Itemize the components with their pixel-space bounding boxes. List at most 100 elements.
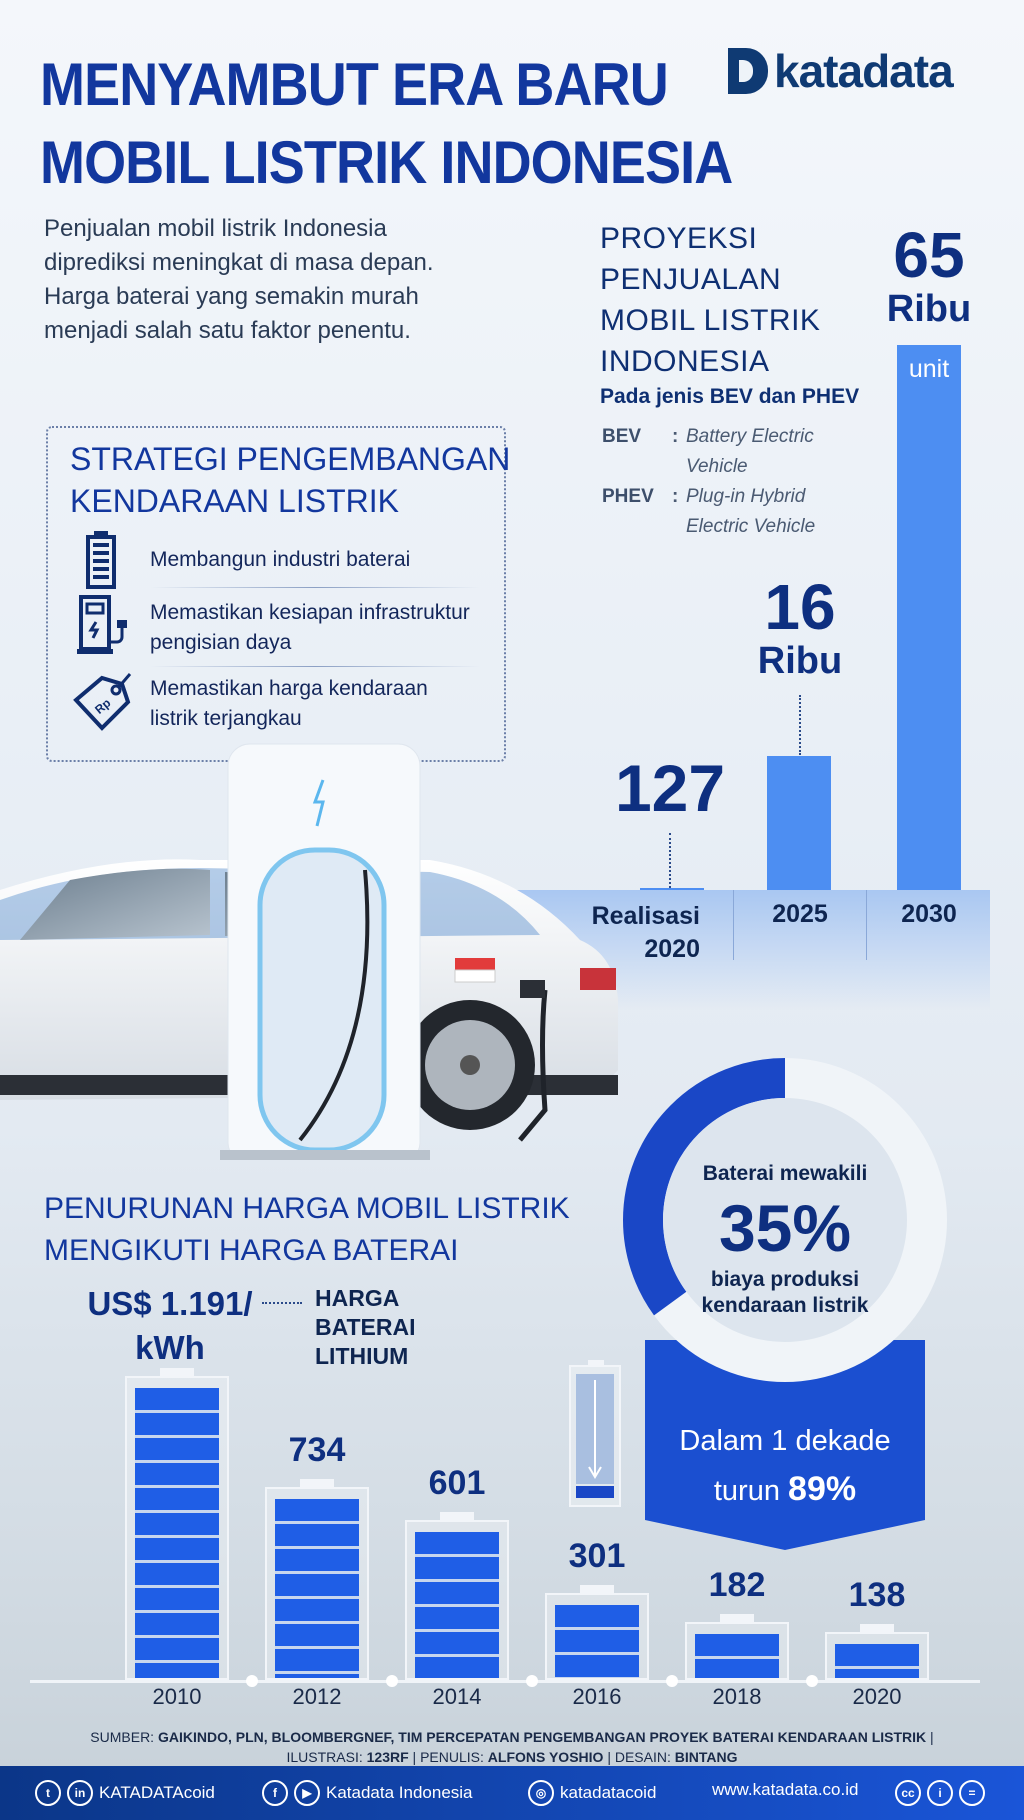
def-value: Plug-in Hybrid Electric Vehicle <box>686 486 816 537</box>
baseline <box>30 1680 980 1683</box>
share-line-1: Baterai mewakili <box>702 1162 868 1185</box>
no-derivatives-icon: = <box>959 1780 985 1806</box>
baseline-dot <box>666 1675 678 1687</box>
share-line-3: kendaraan listrik <box>701 1294 869 1317</box>
year-label: 2020 <box>852 1684 902 1709</box>
strategy-heading: STRATEGI PENGEMBANGAN KENDARAAN LISTRIK <box>70 438 510 522</box>
source-line-2: ILUSTRASI: 123RF | PENULIS: ALFONS YOSHI… <box>286 1749 738 1765</box>
strategy-item-1: Membangun industri baterai <box>150 548 411 571</box>
leader-line <box>669 833 671 888</box>
year-label: 2014 <box>432 1684 482 1709</box>
charging-station-icon <box>77 595 127 654</box>
donut-arc-35 <box>623 1058 947 1382</box>
illus-value: 123RF <box>366 1749 409 1765</box>
category-2025: 2025 <box>772 900 828 928</box>
value-label-2030: 65 <box>893 219 965 291</box>
battery-bar-2012 <box>265 1479 369 1680</box>
attribution-icon: i <box>927 1780 953 1806</box>
footer <box>0 1766 1024 1820</box>
baseline-dot <box>806 1675 818 1687</box>
footer-website[interactable]: www.katadata.co.id <box>712 1780 858 1800</box>
axis-divider <box>866 890 867 960</box>
strategy-item-3: Memastikan harga kendaraan listrik terja… <box>150 677 428 730</box>
price-heading: PENURUNAN HARGA MOBIL LISTRIK MENGIKUTI … <box>44 1188 570 1272</box>
category-realisasi-2020: Realisasi 2020 <box>591 902 700 963</box>
decade-value: 89% <box>788 1470 857 1508</box>
source-line-1: SUMBER: GAIKINDO, PLN, BLOOMBERGNEF, TIM… <box>90 1729 934 1745</box>
projection-heading-line: PENJUALAN <box>600 263 782 296</box>
writer-label: PENULIS: <box>420 1749 484 1765</box>
share-value: 35% <box>718 1191 852 1265</box>
battery-fill <box>555 1604 639 1678</box>
footer-twitter-linkedin[interactable]: t in KATADATAcoid <box>35 1780 215 1806</box>
website-link[interactable]: www.katadata.co.id <box>712 1780 859 1799</box>
def-key: PHEV <box>602 486 654 507</box>
value-label-2020: 127 <box>614 751 726 825</box>
legend-line: LITHIUM <box>315 1343 409 1369</box>
title-line-2: MOBIL LISTRIK INDONESIA <box>40 129 733 196</box>
sales-bar-realisasi-2020 <box>640 888 704 890</box>
logo-mark-icon <box>728 48 768 94</box>
battery-fill <box>415 1531 499 1678</box>
year-label: 2018 <box>712 1684 762 1709</box>
battery-bar-2010 <box>125 1368 229 1680</box>
battery-cap <box>440 1511 474 1521</box>
twitter-icon[interactable]: t <box>35 1780 61 1806</box>
divider <box>150 666 480 667</box>
strategy-heading-line: STRATEGI PENGEMBANGAN <box>70 441 511 477</box>
design-label: DESAIN: <box>614 1749 671 1765</box>
source-label: SUMBER: <box>90 1729 155 1745</box>
battery-bar-2014 <box>405 1511 509 1680</box>
decade-shield <box>645 1340 925 1550</box>
share-line-2: biaya produksi <box>710 1268 860 1291</box>
design-value: BINTANG <box>674 1749 738 1765</box>
year-label: 2016 <box>572 1684 622 1709</box>
leader-line <box>799 695 801 755</box>
decade-line-2: turun 89% <box>645 1470 925 1509</box>
leader-line <box>262 1302 302 1304</box>
footer-instagram[interactable]: ◎ katadatacoid <box>528 1780 656 1806</box>
def-key: BEV <box>602 426 642 447</box>
projection-heading: PROYEKSI PENJUALAN MOBIL LISTRIK INDONES… <box>600 218 820 382</box>
divider <box>150 587 480 588</box>
battery-cap <box>300 1479 334 1489</box>
battery-bar-2016 <box>545 1584 649 1680</box>
baseline-dot <box>246 1675 258 1687</box>
legend-line: HARGA <box>315 1285 400 1311</box>
footer-facebook-youtube[interactable]: f ▶ Katadata Indonesia <box>262 1780 473 1806</box>
logo-text: katadata <box>774 45 954 97</box>
baseline-dot <box>526 1675 538 1687</box>
writer-value: ALFONS YOSHIO <box>487 1749 604 1765</box>
battery-fill <box>135 1388 219 1678</box>
price-value-label: 601 <box>428 1463 486 1502</box>
footer-handle[interactable]: katadatacoid <box>560 1783 657 1802</box>
battery-icon <box>86 531 116 589</box>
battery-cap <box>580 1584 614 1594</box>
year-label: 2010 <box>152 1684 202 1709</box>
instagram-icon[interactable]: ◎ <box>528 1780 554 1806</box>
intro-text: Penjualan mobil listrik Indonesia dipred… <box>44 215 434 344</box>
sales-bar-2030 <box>897 345 961 890</box>
title-line-1: MENYAMBUT ERA BARU <box>40 51 669 118</box>
linkedin-icon[interactable]: in <box>67 1780 93 1806</box>
price-heading-line: PENURUNAN HARGA MOBIL LISTRIK <box>44 1192 570 1225</box>
battery-bar-2020 <box>825 1624 929 1680</box>
youtube-icon[interactable]: ▶ <box>294 1780 320 1806</box>
footer-handle[interactable]: Katadata Indonesia <box>326 1783 473 1802</box>
year-label: 2012 <box>292 1684 342 1709</box>
def-sep: : <box>672 486 679 507</box>
battery-fill <box>695 1633 779 1678</box>
footer-handle[interactable]: KATADATAcoid <box>99 1783 215 1802</box>
katadata-logo: katadata <box>728 44 954 98</box>
series-legend: HARGA BATERAI LITHIUM <box>315 1284 416 1371</box>
facebook-icon[interactable]: f <box>262 1780 288 1806</box>
first-value-line: US$ 1.191/ <box>87 1285 253 1322</box>
cc-icon: cc <box>895 1780 921 1806</box>
svg-text:Rp: Rp <box>92 696 113 717</box>
battery-fill <box>835 1644 919 1678</box>
price-heading-line: MENGIKUTI HARGA BATERAI <box>44 1234 459 1267</box>
charger-icon <box>220 743 430 1160</box>
decade-prefix: turun <box>713 1475 780 1507</box>
value-suffix-2025: Ribu <box>757 640 843 682</box>
price-value-label: 734 <box>288 1431 346 1470</box>
